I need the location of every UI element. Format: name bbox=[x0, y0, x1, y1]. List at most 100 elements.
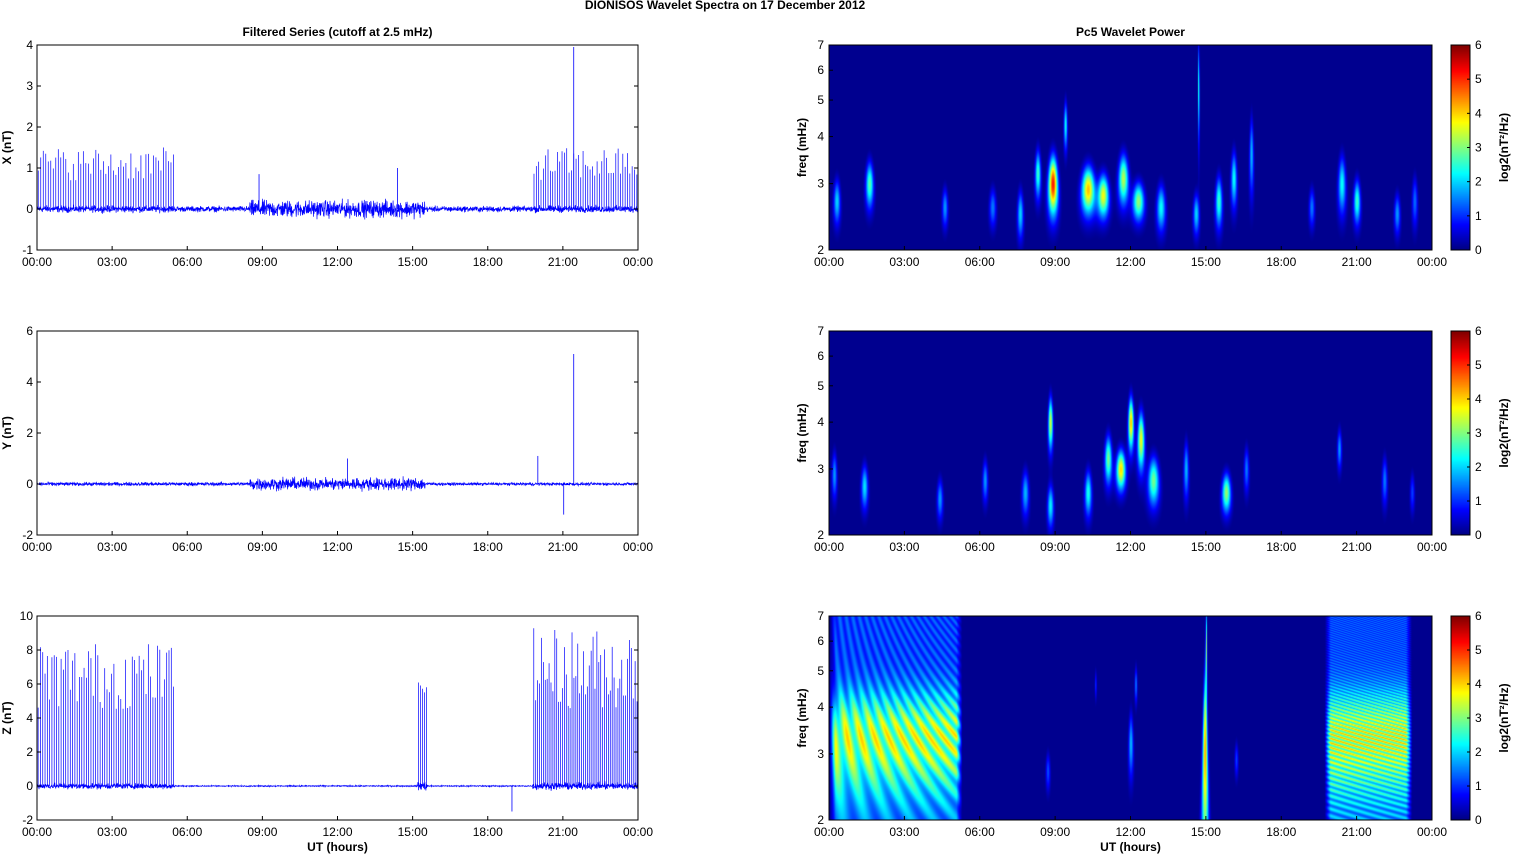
y-tick-label: 1 bbox=[26, 161, 33, 175]
colorbar-tick-label: 6 bbox=[1475, 38, 1482, 52]
y-tick-label: 2 bbox=[26, 745, 33, 759]
colorbar-tick-label: 4 bbox=[1475, 677, 1482, 691]
wavelet-panel: 2 3 4 5 6 7 00:00 03:00 06:00 09:00 12:00 15:00 18:0… bbox=[795, 324, 1511, 554]
x-tick-label: 21:00 bbox=[1342, 825, 1372, 839]
colorbar-tick-label: 4 bbox=[1475, 392, 1482, 406]
colorbar-tick-label: 2 bbox=[1475, 175, 1482, 189]
plot-background bbox=[37, 616, 638, 820]
x-tick-label: 09:00 bbox=[247, 255, 277, 269]
wavelet-panel: 2 3 4 5 6 7 00:00 03:00 06:00 09:00 12:00 15:00 18:0… bbox=[795, 609, 1511, 854]
y-axis-label: freq (mHz) bbox=[795, 403, 809, 462]
colorbar-tick-label: 5 bbox=[1475, 358, 1482, 372]
y-tick-label: 6 bbox=[26, 677, 33, 691]
wavelet-power-image bbox=[829, 45, 1432, 250]
y-axis-label: freq (mHz) bbox=[795, 688, 809, 747]
x-tick-label: 09:00 bbox=[247, 825, 277, 839]
colorbar-tick-label: 1 bbox=[1475, 779, 1482, 793]
panel-title: Filtered Series (cutoff at 2.5 mHz) bbox=[242, 25, 432, 39]
x-tick-label: 21:00 bbox=[1342, 255, 1372, 269]
x-tick-label: 06:00 bbox=[965, 255, 995, 269]
y-tick-label: 2 bbox=[817, 243, 824, 257]
x-tick-label: 09:00 bbox=[1040, 255, 1070, 269]
wavelet-panel: 2 3 4 5 6 7 00:00 03:00 06:00 09:00 12:00 15:00 18:0… bbox=[795, 25, 1511, 269]
colorbar-tick-label: 0 bbox=[1475, 813, 1482, 827]
x-tick-label: 00:00 bbox=[623, 540, 653, 554]
colorbar-tick-label: 0 bbox=[1475, 243, 1482, 257]
colorbar-tick-label: 3 bbox=[1475, 711, 1482, 725]
x-tick-label: 18:00 bbox=[473, 825, 503, 839]
x-tick-label: 21:00 bbox=[1342, 540, 1372, 554]
y-tick-label: 4 bbox=[817, 130, 824, 144]
y-axis-label: X (nT) bbox=[0, 131, 14, 165]
x-tick-label: 12:00 bbox=[322, 255, 352, 269]
wavelet-power-image bbox=[829, 616, 1432, 820]
signal-trace bbox=[36, 476, 639, 492]
filtered-series-panel: -2 0 2 4 6 8 10 00:00 03:00 06:00 09:00 12:00 15:00 1… bbox=[0, 609, 653, 854]
wavelet-power-image bbox=[829, 331, 1432, 535]
x-tick-label: 15:00 bbox=[398, 540, 428, 554]
y-tick-label: 6 bbox=[817, 634, 824, 648]
y-tick-label: 4 bbox=[817, 415, 824, 429]
x-tick-label: 15:00 bbox=[1191, 825, 1221, 839]
y-axis-label: Z (nT) bbox=[0, 701, 14, 734]
colorbar bbox=[1451, 616, 1470, 820]
x-tick-label: 18:00 bbox=[473, 255, 503, 269]
y-tick-label: -1 bbox=[22, 243, 33, 257]
y-tick-label: 4 bbox=[817, 700, 824, 714]
x-tick-label: 12:00 bbox=[1115, 825, 1145, 839]
filtered-series-panel: -2 0 2 4 6 00:00 03:00 06:00 09:00 12:00 15:00 18:0… bbox=[0, 324, 653, 554]
x-tick-label: 03:00 bbox=[97, 255, 127, 269]
colorbar-tick-label: 4 bbox=[1475, 106, 1482, 120]
x-tick-label: 12:00 bbox=[322, 540, 352, 554]
x-axis-label: UT (hours) bbox=[307, 840, 368, 854]
x-tick-label: 06:00 bbox=[965, 825, 995, 839]
y-tick-label: 7 bbox=[817, 609, 824, 623]
plot-background bbox=[37, 331, 638, 535]
colorbar-label: log2(nT²/Hz) bbox=[1497, 398, 1511, 467]
colorbar bbox=[1451, 45, 1470, 250]
figure-title: DIONISOS Wavelet Spectra on 17 December … bbox=[585, 0, 866, 12]
x-tick-label: 00:00 bbox=[22, 825, 52, 839]
colorbar bbox=[1451, 331, 1470, 535]
y-tick-label: 5 bbox=[817, 379, 824, 393]
y-axis-label: Y (nT) bbox=[0, 416, 14, 450]
x-tick-label: 09:00 bbox=[1040, 825, 1070, 839]
x-tick-label: 00:00 bbox=[22, 255, 52, 269]
y-tick-label: 6 bbox=[26, 324, 33, 338]
y-tick-label: 5 bbox=[817, 664, 824, 678]
y-axis-label: freq (mHz) bbox=[795, 118, 809, 177]
y-tick-label: -2 bbox=[22, 813, 33, 827]
x-tick-label: 00:00 bbox=[22, 540, 52, 554]
y-tick-label: 3 bbox=[817, 462, 824, 476]
x-tick-label: 06:00 bbox=[965, 540, 995, 554]
colorbar-label: log2(nT²/Hz) bbox=[1497, 683, 1511, 752]
x-tick-label: 18:00 bbox=[1266, 540, 1296, 554]
colorbar-tick-label: 6 bbox=[1475, 609, 1482, 623]
colorbar-tick-label: 2 bbox=[1475, 460, 1482, 474]
x-tick-label: 00:00 bbox=[814, 255, 844, 269]
colorbar-tick-label: 1 bbox=[1475, 209, 1482, 223]
x-tick-label: 03:00 bbox=[889, 255, 919, 269]
y-tick-label: 7 bbox=[817, 38, 824, 52]
colorbar-label: log2(nT²/Hz) bbox=[1497, 113, 1511, 182]
x-tick-label: 09:00 bbox=[247, 540, 277, 554]
colorbar-tick-label: 1 bbox=[1475, 494, 1482, 508]
x-tick-label: 03:00 bbox=[889, 825, 919, 839]
y-tick-label: 4 bbox=[26, 38, 33, 52]
x-tick-label: 00:00 bbox=[1417, 540, 1447, 554]
y-tick-label: 2 bbox=[26, 426, 33, 440]
x-tick-label: 15:00 bbox=[398, 255, 428, 269]
colorbar-tick-label: 3 bbox=[1475, 141, 1482, 155]
y-tick-label: 8 bbox=[26, 643, 33, 657]
signal-trace bbox=[36, 198, 639, 220]
y-tick-label: -2 bbox=[22, 528, 33, 542]
x-axis-label: UT (hours) bbox=[1100, 840, 1161, 854]
x-tick-label: 06:00 bbox=[172, 540, 202, 554]
y-tick-label: 2 bbox=[817, 813, 824, 827]
x-tick-label: 21:00 bbox=[548, 540, 578, 554]
colorbar-tick-label: 3 bbox=[1475, 426, 1482, 440]
y-tick-label: 3 bbox=[817, 177, 824, 191]
x-tick-label: 21:00 bbox=[548, 825, 578, 839]
x-tick-label: 00:00 bbox=[623, 825, 653, 839]
